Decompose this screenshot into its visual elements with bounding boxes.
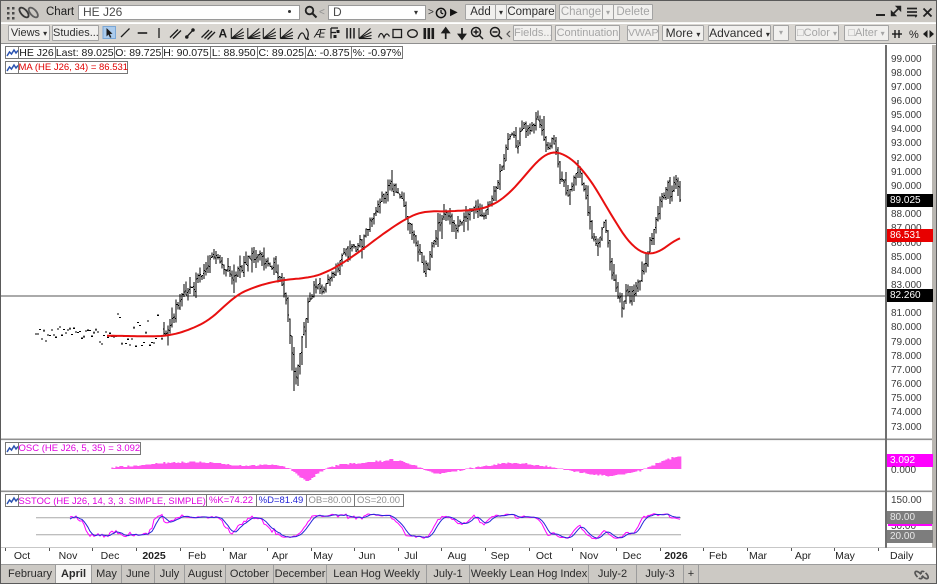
svg-text:%: % bbox=[909, 29, 919, 41]
svg-text:A: A bbox=[219, 27, 228, 41]
svg-text:Æ: Æ bbox=[313, 29, 326, 41]
